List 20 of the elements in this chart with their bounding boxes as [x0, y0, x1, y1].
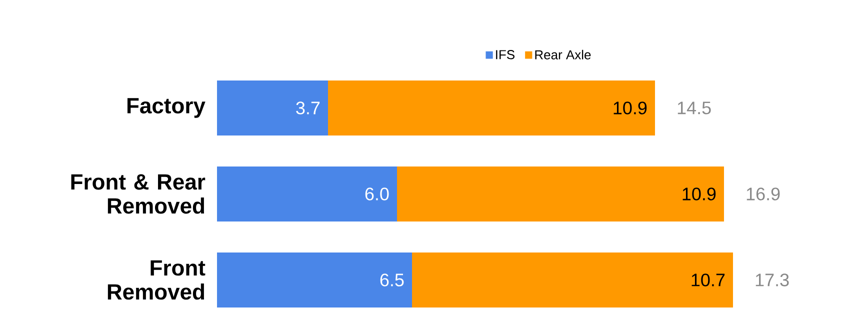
total-label: 16.9 [746, 188, 780, 200]
bar [328, 80, 655, 136]
y-tick-label: Factory [127, 98, 206, 118]
data-label: 6.0 [365, 188, 389, 200]
total-label: 17.3 [756, 274, 789, 286]
total-label: 14.5 [678, 102, 711, 114]
data-label: 3.7 [296, 102, 320, 114]
data-label: 10.9 [682, 188, 716, 200]
data-label: 10.7 [692, 274, 725, 286]
bar [412, 252, 733, 308]
bar [217, 80, 328, 136]
y-tick-label: Front Removed [108, 260, 206, 300]
legend-label: Rear Axle [535, 50, 591, 60]
bar [217, 166, 398, 222]
data-label: 6.5 [380, 274, 404, 286]
legend-label: IFS [496, 50, 514, 60]
y-tick-label: Front & Rear Removed [71, 174, 206, 214]
bar [217, 252, 412, 308]
data-label: 10.9 [614, 102, 647, 114]
bar [397, 166, 724, 222]
